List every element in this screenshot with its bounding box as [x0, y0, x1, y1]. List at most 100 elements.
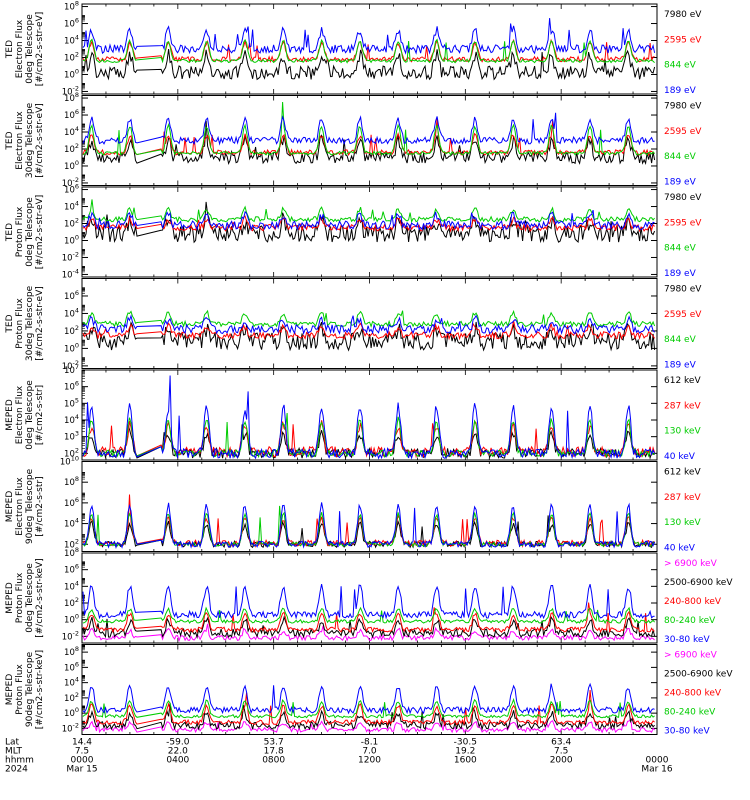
- legend-entry: 240-800 keV: [664, 689, 722, 699]
- y-axis-title-line: Electron Flux: [15, 477, 25, 536]
- y-axis-title-line: Electron Flux: [15, 111, 25, 170]
- legend-entry: 844 eV: [664, 335, 697, 345]
- y-tick-exponent: 4: [75, 34, 79, 42]
- y-tick-exponent: -2: [73, 250, 79, 258]
- series-trace: [82, 38, 655, 64]
- time-axis-lat: -59.0: [166, 738, 190, 748]
- legend-entry: 2595 eV: [664, 218, 702, 228]
- series-trace: [82, 120, 656, 165]
- y-axis-title-line: TED: [5, 40, 15, 59]
- y-tick-exponent: 6: [75, 660, 79, 668]
- series-trace: [82, 112, 655, 146]
- series-trace: [82, 606, 655, 624]
- y-axis-title-line: MEPED: [5, 491, 15, 523]
- series-trace: [82, 420, 656, 459]
- legend-entry: 240-800 keV: [664, 597, 722, 607]
- series-trace: [82, 615, 656, 640]
- series-trace: [82, 199, 655, 224]
- legend-entry: 287 keV: [664, 401, 701, 411]
- y-axis-title-line: 0deg Telescope: [25, 380, 35, 450]
- series-trace: [82, 320, 656, 341]
- series-trace: [82, 101, 655, 157]
- y-axis-title-line: Proton Flux: [15, 572, 25, 623]
- legend-entry: 2595 eV: [664, 35, 702, 45]
- y-axis-title-line: [#/cm2-s-str-eV]: [35, 286, 45, 361]
- series-trace: [82, 18, 656, 55]
- y-tick-exponent: -2: [73, 84, 79, 92]
- legend-entry: 130 keV: [664, 518, 701, 528]
- y-tick-exponent: 0: [75, 159, 79, 167]
- y-axis-title-line: Electron Flux: [15, 385, 25, 444]
- y-tick-exponent: -2: [73, 359, 79, 367]
- y-tick-exponent: 10: [71, 455, 79, 463]
- y-tick-exponent: 2: [75, 691, 79, 699]
- y-axis-title-line: MEPED: [5, 674, 15, 706]
- y-axis-title-line: [#/cm2-s-str]: [35, 476, 45, 536]
- y-axis-title-line: Proton Flux: [15, 664, 25, 715]
- legend-entry: 2500-6900 keV: [664, 670, 733, 680]
- time-axis-row-label: 2024: [5, 765, 28, 775]
- y-tick-exponent: 2: [75, 537, 79, 545]
- y-tick-exponent: 6: [75, 108, 79, 116]
- y-axis-title-line: Electron Flux: [15, 19, 25, 78]
- y-tick-exponent: 0: [75, 67, 79, 75]
- y-axis-title-line: 0deg Telescope: [25, 14, 35, 84]
- legend-entry: 130 keV: [664, 427, 701, 437]
- series-trace: [82, 584, 655, 620]
- legend-entry: 844 eV: [664, 244, 697, 254]
- series-trace: [82, 717, 655, 734]
- y-axis-title-line: MEPED: [5, 582, 15, 614]
- y-tick-exponent: 8: [75, 546, 79, 554]
- y-axis-title-line: Proton Flux: [15, 298, 25, 349]
- legend-entry: 189 eV: [664, 178, 697, 188]
- y-tick-exponent: 4: [75, 517, 79, 525]
- y-tick-exponent: -2: [73, 721, 79, 729]
- time-axis-hhmm: 1200: [358, 756, 381, 766]
- y-axis-title-line: [#/cm2-s-str-keV]: [35, 558, 45, 637]
- time-axis-row-label: hhmm: [5, 756, 34, 766]
- y-tick-exponent: 0: [75, 706, 79, 714]
- y-axis-title-line: 30deg Telescope: [25, 285, 35, 361]
- time-axis-hhmm: 0000: [646, 756, 669, 766]
- time-axis-mlt: 7.5: [554, 747, 568, 757]
- legend-entry: 80-240 keV: [664, 708, 716, 718]
- series-trace: [82, 682, 655, 715]
- y-tick-exponent: 2: [75, 50, 79, 58]
- y-tick-exponent: 4: [75, 125, 79, 133]
- series-trace: [82, 375, 656, 460]
- legend-entry: 844 eV: [664, 61, 697, 71]
- y-tick-exponent: 6: [75, 289, 79, 297]
- legend-entry: 7980 eV: [664, 285, 702, 295]
- time-axis-mlt: 17.8: [264, 747, 284, 757]
- y-tick-exponent: 2: [75, 217, 79, 225]
- y-axis-title-line: 0deg Telescope: [25, 197, 35, 267]
- legend-entry: 189 eV: [664, 361, 697, 371]
- series-trace: [82, 314, 655, 336]
- time-axis-mlt: 7.0: [362, 747, 377, 757]
- y-tick-exponent: 2: [75, 596, 79, 604]
- time-axis-mlt: 7.5: [75, 747, 89, 757]
- y-tick-exponent: 4: [75, 413, 79, 421]
- series-trace: [82, 49, 656, 81]
- y-tick-exponent: 6: [75, 496, 79, 504]
- time-axis-lat: 53.7: [264, 738, 284, 748]
- legend-entry: 40 keV: [664, 544, 696, 554]
- y-tick-exponent: 8: [75, 91, 79, 99]
- series-trace: [82, 602, 655, 634]
- legend-entry: 30-80 keV: [664, 727, 710, 737]
- y-axis-title-line: [#/cm2-s-str-eV]: [35, 195, 45, 270]
- y-tick-exponent: 6: [75, 563, 79, 571]
- time-axis-date: Mar 16: [641, 765, 673, 775]
- legend-entry: 612 keV: [664, 468, 701, 478]
- y-axis-title-line: Proton Flux: [15, 206, 25, 257]
- y-axis-title-line: 30deg Telescope: [25, 102, 35, 178]
- y-axis-title-line: MEPED: [5, 399, 15, 431]
- y-axis-title-line: 90deg Telescope: [25, 651, 35, 727]
